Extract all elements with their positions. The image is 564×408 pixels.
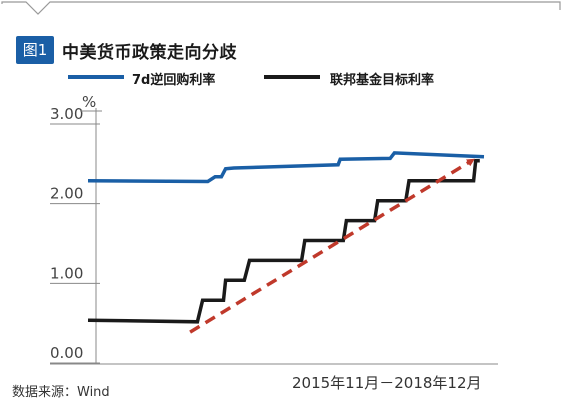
legend-label-fed-funds: 联邦基金目标利率 (330, 73, 435, 88)
trend-arrow (189, 158, 475, 334)
series-line-7d-reverse-repo (87, 151, 485, 184)
series-line-fed-funds (87, 159, 480, 324)
x-axis-range-label: 2015年11月－2018年12月 (292, 374, 482, 392)
legend-swatch-fed-funds (264, 75, 320, 79)
data-source-note: 数据来源：Wind (12, 385, 110, 400)
y-tick-label: 0.00 (50, 344, 83, 362)
y-tick-label: 3.00 (50, 105, 83, 123)
legend-swatch-7d-reverse-repo (68, 75, 124, 79)
y-tick-label: 1.00 (50, 264, 83, 282)
legend-label-7d-reverse-repo: 7d逆回购利率 (132, 73, 216, 88)
frame-top-border (1, 1, 561, 15)
figure-badge: 图1 (16, 36, 54, 64)
y-axis-unit: % (82, 93, 97, 111)
y-tick-label: 2.00 (50, 185, 83, 203)
chart-title: 中美货币政策走向分歧 (62, 43, 237, 63)
